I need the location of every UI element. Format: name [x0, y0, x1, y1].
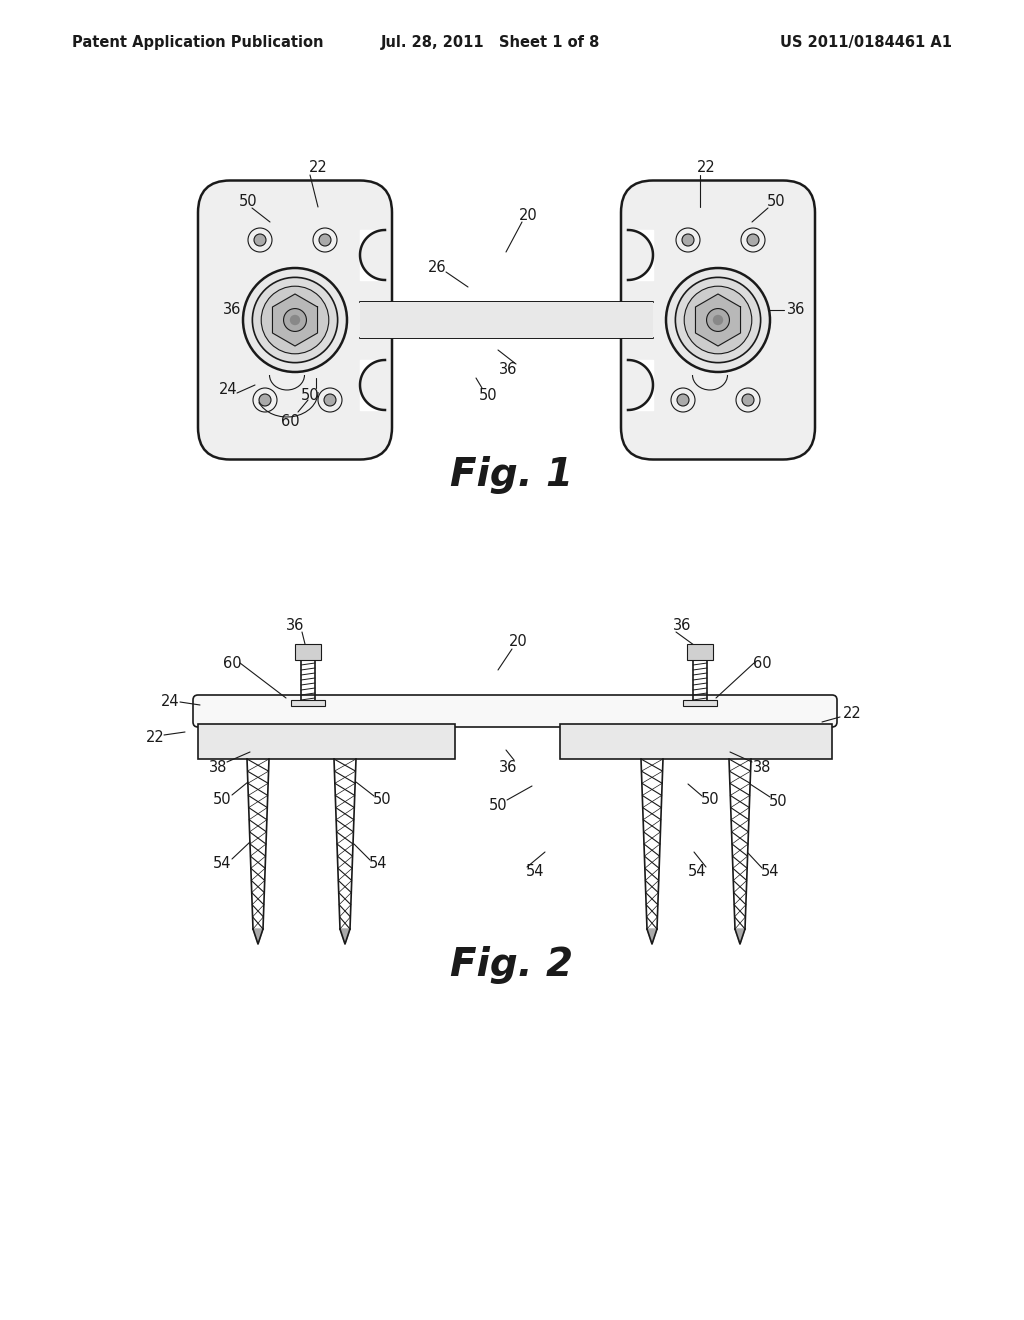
Text: 36: 36 [499, 363, 517, 378]
Circle shape [253, 388, 278, 412]
Text: 22: 22 [843, 706, 861, 722]
Polygon shape [695, 294, 740, 346]
Text: 50: 50 [769, 795, 787, 809]
Circle shape [741, 228, 765, 252]
Text: 50: 50 [213, 792, 231, 808]
Circle shape [666, 268, 770, 372]
Circle shape [736, 388, 760, 412]
Circle shape [261, 286, 329, 354]
Circle shape [682, 234, 694, 246]
Circle shape [676, 228, 700, 252]
Text: 24: 24 [161, 694, 179, 710]
Text: 24: 24 [219, 383, 238, 397]
Circle shape [324, 393, 336, 407]
Circle shape [707, 309, 729, 331]
Text: 50: 50 [767, 194, 785, 210]
FancyBboxPatch shape [198, 181, 392, 459]
Text: 38: 38 [753, 759, 771, 775]
Bar [687, 644, 713, 660]
Text: 22: 22 [145, 730, 165, 746]
Circle shape [313, 228, 337, 252]
Circle shape [248, 228, 272, 252]
Polygon shape [340, 929, 350, 944]
Circle shape [243, 268, 347, 372]
Text: Fig. 1: Fig. 1 [451, 455, 573, 494]
Text: 20: 20 [518, 207, 538, 223]
Text: 38: 38 [209, 759, 227, 775]
Text: 50: 50 [373, 792, 391, 808]
Bar [295, 644, 321, 660]
Circle shape [742, 393, 754, 407]
Text: 54: 54 [525, 865, 544, 879]
Circle shape [671, 388, 695, 412]
Bar [360, 302, 653, 338]
Bar [683, 700, 717, 706]
FancyBboxPatch shape [621, 181, 815, 459]
Text: 36: 36 [223, 302, 242, 318]
Text: Patent Application Publication: Patent Application Publication [72, 34, 324, 49]
Text: 26: 26 [428, 260, 446, 276]
Text: 50: 50 [488, 797, 507, 813]
Circle shape [713, 314, 723, 325]
Text: 50: 50 [478, 388, 498, 403]
FancyBboxPatch shape [193, 696, 837, 727]
Circle shape [254, 234, 266, 246]
Circle shape [290, 314, 300, 325]
Text: 50: 50 [700, 792, 719, 808]
Text: 60: 60 [222, 656, 242, 671]
Text: 54: 54 [761, 865, 779, 879]
Circle shape [677, 393, 689, 407]
Text: 60: 60 [753, 656, 771, 671]
Circle shape [259, 393, 271, 407]
Circle shape [676, 277, 761, 363]
Circle shape [318, 388, 342, 412]
Circle shape [319, 234, 331, 246]
Text: 60: 60 [281, 414, 299, 429]
Polygon shape [253, 929, 263, 944]
Text: 36: 36 [786, 302, 805, 318]
Text: 54: 54 [213, 857, 231, 871]
Polygon shape [735, 929, 745, 944]
Text: 36: 36 [673, 618, 691, 632]
Bar [560, 723, 831, 759]
Circle shape [252, 277, 338, 363]
Text: Jul. 28, 2011   Sheet 1 of 8: Jul. 28, 2011 Sheet 1 of 8 [380, 34, 600, 49]
Text: 50: 50 [239, 194, 257, 210]
Bar [291, 700, 325, 706]
Text: 22: 22 [308, 160, 328, 174]
Text: 54: 54 [688, 865, 707, 879]
Text: 54: 54 [369, 857, 387, 871]
Text: US 2011/0184461 A1: US 2011/0184461 A1 [780, 34, 952, 49]
Text: 36: 36 [499, 759, 517, 775]
Circle shape [746, 234, 759, 246]
Text: 22: 22 [696, 160, 716, 174]
Text: 50: 50 [301, 388, 319, 403]
Polygon shape [272, 294, 317, 346]
Text: 20: 20 [509, 635, 527, 649]
Text: Fig. 2: Fig. 2 [451, 946, 573, 983]
Bar [198, 723, 455, 759]
Circle shape [284, 309, 306, 331]
Polygon shape [647, 929, 657, 944]
Text: 36: 36 [286, 618, 304, 632]
Circle shape [684, 286, 752, 354]
